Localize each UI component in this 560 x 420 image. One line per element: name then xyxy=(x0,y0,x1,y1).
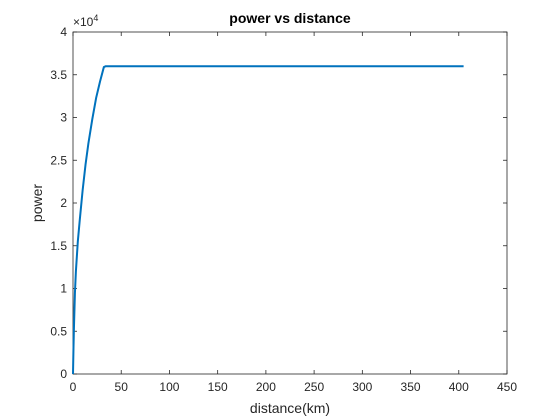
y-axis-exponent-base: ×10 xyxy=(73,15,94,29)
plot-area xyxy=(72,31,508,375)
y-tick-label: 0 xyxy=(60,367,67,381)
y-tick-label: 2.5 xyxy=(50,153,67,167)
chart-title: power vs distance xyxy=(229,10,351,26)
y-axis-exponent-power: 4 xyxy=(93,13,98,23)
x-tick-label: 300 xyxy=(352,380,372,394)
series-layer xyxy=(72,65,464,375)
x-tick-label: 150 xyxy=(208,380,228,394)
x-axis: 0 50 100 150 200 250 300 350 400 450 xyxy=(70,32,517,394)
x-tick-label: 100 xyxy=(159,380,179,394)
y-axis-exponent: ×104 xyxy=(73,13,98,29)
y-tick-label: 4 xyxy=(60,25,67,39)
x-tick-label: 450 xyxy=(497,380,517,394)
x-tick-label: 0 xyxy=(70,380,77,394)
y-tick-label: 0.5 xyxy=(50,324,67,338)
x-tick-label: 200 xyxy=(256,380,276,394)
y-tick-label: 1.5 xyxy=(50,239,67,253)
series-line-power xyxy=(72,65,464,375)
y-tick-label: 2 xyxy=(60,196,67,210)
y-tick-label: 3.5 xyxy=(50,68,67,82)
y-axis-label: power xyxy=(29,184,45,222)
x-tick-label: 250 xyxy=(304,380,324,394)
x-axis-label: distance(km) xyxy=(250,400,330,416)
y-tick-label: 3 xyxy=(60,111,67,125)
y-axis: 0 0.5 1 1.5 2 2.5 3 3.5 4 xyxy=(50,25,507,381)
x-tick-label: 50 xyxy=(115,380,129,394)
x-tick-label: 350 xyxy=(401,380,421,394)
x-tick-label: 400 xyxy=(449,380,469,394)
y-tick-label: 1 xyxy=(60,282,67,296)
